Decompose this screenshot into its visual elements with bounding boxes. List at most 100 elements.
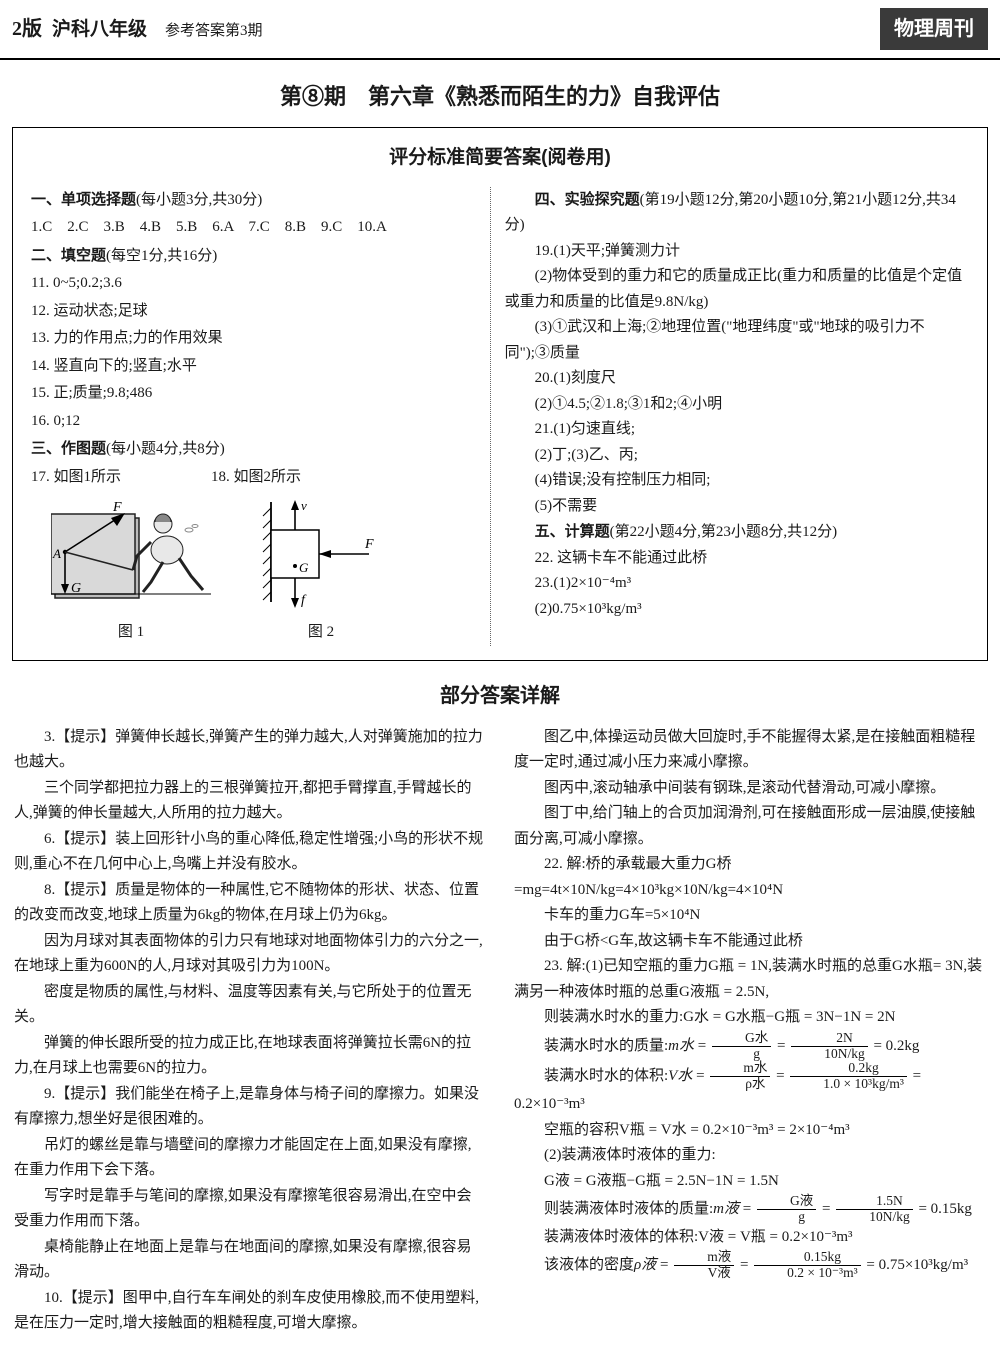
q19-2: (2)物体受到的重力和它的质量成正比(重力和质量的比值是个定值或重力和质量的比值… bbox=[505, 264, 969, 315]
d23j-pre: 该液体的密度 bbox=[544, 1257, 634, 1273]
frac-h1: G液g bbox=[757, 1194, 816, 1225]
q19-3: (3)①武汉和上海;②地理位置("地理纬度"或"地球的吸引力不同");③质量 bbox=[505, 315, 969, 366]
s4-title: 四、实验探究题 bbox=[535, 191, 640, 208]
s1-title: 一、单项选择题 bbox=[31, 191, 136, 208]
detail-title: 部分答案详解 bbox=[0, 679, 1000, 713]
frac-j1: m液V液 bbox=[674, 1250, 734, 1281]
d22a: 22. 解:桥的承载最大重力G桥=mg=4t×10N/kg=4×10³kg×10… bbox=[514, 852, 986, 903]
s3-answers: 17. 如图1所示 18. 如图2所示 bbox=[31, 465, 476, 491]
s1-hint: (每小题3分,共30分) bbox=[136, 192, 262, 208]
svg-text:v: v bbox=[301, 498, 307, 513]
d10c: 图丙中,滚动轴承中间装有钢珠,是滚动代替滑动,可减小摩擦。 bbox=[514, 776, 986, 802]
page-header: 2版 沪科八年级 参考答案第3期 物理周刊 bbox=[0, 0, 1000, 60]
d23j-r: ρ液 bbox=[634, 1257, 656, 1273]
header-left: 2版 沪科八年级 参考答案第3期 bbox=[12, 12, 263, 46]
scoring-answer-box: 评分标准简要答案(阅卷用) 一、单项选择题(每小题3分,共30分) 1.C 2.… bbox=[12, 127, 988, 660]
figure-1: A G F bbox=[51, 498, 211, 646]
figure-2-svg: G v F f bbox=[261, 498, 381, 616]
s2-hint: (每空1分,共16分) bbox=[106, 248, 217, 264]
textbook-label: 沪科八年级 bbox=[52, 14, 147, 46]
d23i: 装满液体时液体的体积:V液 = V瓶 = 0.2×10⁻³m³ bbox=[514, 1225, 986, 1251]
q21-5: (5)不需要 bbox=[505, 494, 969, 520]
d10d: 图丁中,给门轴上的合页加润滑剂,可在接触面形成一层油膜,使接触面分离,可减小摩擦… bbox=[514, 801, 986, 852]
section-2-head: 二、填空题(每空1分,共16分) bbox=[31, 243, 476, 270]
d8d: 弹簧的伸长跟所受的拉力成正比,在地球表面将弹簧拉长需6N的拉力,在月球上也需要6… bbox=[14, 1031, 486, 1082]
frac-d1: m水ρ水 bbox=[710, 1061, 770, 1092]
s2-title: 二、填空题 bbox=[31, 247, 106, 264]
detail-columns: 3.【提示】弹簧伸长越长,弹簧产生的弹力越大,人对弹簧施加的拉力也越大。 三个同… bbox=[14, 725, 986, 1337]
answer-columns: 一、单项选择题(每小题3分,共30分) 1.C 2.C 3.B 4.B 5.B … bbox=[31, 187, 969, 646]
d23c-post: = 0.2kg bbox=[870, 1037, 920, 1053]
box-title: 评分标准简要答案(阅卷用) bbox=[31, 142, 969, 174]
d23c-pre: 装满水时水的质量: bbox=[544, 1037, 668, 1053]
d23a: 23. 解:(1)已知空瓶的重力G瓶 = 1N,装满水时瓶的总重G水瓶= 3N,… bbox=[514, 954, 986, 1005]
figure-2: G v F f 图 2 bbox=[261, 498, 381, 646]
d23h-post: = 0.15kg bbox=[915, 1201, 972, 1217]
d23j-post: = 0.75×10³kg/m³ bbox=[863, 1257, 969, 1273]
s3-title: 三、作图题 bbox=[31, 440, 106, 457]
d8a: 8.【提示】质量是物体的一种属性,它不随物体的形状、状态、位置的改变而改变,地球… bbox=[14, 878, 486, 929]
section-3-head: 三、作图题(每小题4分,共8分) bbox=[31, 436, 476, 463]
q22: 22. 这辆卡车不能通过此桥 bbox=[505, 546, 969, 572]
frac-j2: 0.15kg0.2 × 10⁻³m³ bbox=[754, 1250, 860, 1281]
d9c: 写字时是靠手与笔间的摩擦,如果没有摩擦笔很容易滑出,在空中会受重力作用而下落。 bbox=[14, 1184, 486, 1235]
frac-d2: 0.2kg1.0 × 10³kg/m³ bbox=[790, 1061, 907, 1092]
d8c: 密度是物质的属性,与材料、温度等因素有关,与它所处于的位置无关。 bbox=[14, 980, 486, 1031]
d23j: 该液体的密度ρ液 = m液V液 = 0.15kg0.2 × 10⁻³m³ = 0… bbox=[514, 1250, 986, 1281]
d23f: (2)装满液体时液体的重力: bbox=[514, 1143, 986, 1169]
s5-title: 五、计算题 bbox=[535, 523, 610, 540]
d10a: 10.【提示】图甲中,自行车车闸处的刹车皮使用橡胶,而不使用塑料,是在压力一定时… bbox=[14, 1286, 486, 1337]
frac-c1: G水g bbox=[712, 1031, 771, 1062]
d23h-pre: 则装满液体时液体的质量: bbox=[544, 1201, 713, 1217]
d23d-pre: 装满水时水的体积: bbox=[544, 1068, 668, 1084]
figures-row: A G F bbox=[51, 498, 476, 646]
d23d-v: V水 bbox=[668, 1068, 692, 1084]
d9d: 桌椅能静止在地面上是靠与在地面间的摩擦,如果没有摩擦,很容易滑动。 bbox=[14, 1235, 486, 1286]
q18: 18. 如图2所示 bbox=[211, 465, 301, 491]
svg-text:f: f bbox=[301, 593, 307, 608]
issue-ref: 参考答案第3期 bbox=[165, 19, 263, 45]
figure-1-svg: A G F bbox=[51, 498, 211, 616]
section-5-head: 五、计算题(第22小题4分,第23小题8分,共12分) bbox=[505, 519, 969, 546]
svg-text:F: F bbox=[112, 500, 122, 515]
q23-1: 23.(1)2×10⁻⁴m³ bbox=[505, 571, 969, 597]
d23h: 则装满液体时液体的质量:m液 = G液g = 1.5N10N/kg = 0.15… bbox=[514, 1194, 986, 1225]
d6: 6.【提示】装上回形针小鸟的重心降低,稳定性增强;小鸟的形状不规则,重心不在几何… bbox=[14, 827, 486, 878]
q21-4: (4)错误;没有控制压力相同; bbox=[505, 468, 969, 494]
d10b: 图乙中,体操运动员做大回旋时,手不能握得太紧,是在接触面粗糙程度一定时,通过减小… bbox=[514, 725, 986, 776]
q20-2: (2)①4.5;②1.8;③1和2;④小明 bbox=[505, 392, 969, 418]
s3-hint: (每小题4分,共8分) bbox=[106, 441, 225, 457]
d23c: 装满水时水的质量:m水 = G水g = 2N10N/kg = 0.2kg bbox=[514, 1031, 986, 1062]
fig2-label: 图 2 bbox=[261, 620, 381, 646]
d23d: 装满水时水的体积:V水 = m水ρ水 = 0.2kg1.0 × 10³kg/m³… bbox=[514, 1061, 986, 1117]
section-4-head: 四、实验探究题(第19小题12分,第20小题10分,第21小题12分,共34分) bbox=[505, 187, 969, 239]
q19-1: 19.(1)天平;弹簧测力计 bbox=[505, 239, 969, 265]
s5-hint: (第22小题4分,第23小题8分,共12分) bbox=[610, 524, 838, 540]
frac-h2: 1.5N10N/kg bbox=[836, 1194, 913, 1225]
answer-col-right: 四、实验探究题(第19小题12分,第20小题10分,第21小题12分,共34分)… bbox=[491, 187, 969, 646]
d9a: 9.【提示】我们能坐在椅子上,是靠身体与椅子间的摩擦力。如果没有摩擦力,想坐好是… bbox=[14, 1082, 486, 1133]
q14: 14. 竖直向下的;竖直;水平 bbox=[31, 354, 476, 380]
q15: 15. 正;质量;9.8;486 bbox=[31, 381, 476, 407]
d23g: G液 = G液瓶−G瓶 = 2.5N−1N = 1.5N bbox=[514, 1169, 986, 1195]
page-number: 2版 bbox=[12, 12, 42, 46]
detail-col-right: 图乙中,体操运动员做大回旋时,手不能握得太紧,是在接触面粗糙程度一定时,通过减小… bbox=[514, 725, 986, 1337]
d22b: 卡车的重力G车=5×10⁴N bbox=[514, 903, 986, 929]
svg-text:G: G bbox=[71, 581, 81, 596]
q21-1: 21.(1)匀速直线; bbox=[505, 417, 969, 443]
q23-2: (2)0.75×10³kg/m³ bbox=[505, 597, 969, 623]
q13: 13. 力的作用点;力的作用效果 bbox=[31, 326, 476, 352]
fig1-label: 图 1 bbox=[51, 620, 211, 646]
svg-text:A: A bbox=[52, 546, 61, 561]
section-1-head: 一、单项选择题(每小题3分,共30分) bbox=[31, 187, 476, 214]
d3a: 3.【提示】弹簧伸长越长,弹簧产生的弹力越大,人对弹簧施加的拉力也越大。 bbox=[14, 725, 486, 776]
frac-c2: 2N10N/kg bbox=[791, 1031, 868, 1062]
d9b: 吊灯的螺丝是靠与墙壁间的摩擦力才能固定在上面,如果没有摩擦,在重力作用下会下落。 bbox=[14, 1133, 486, 1184]
q12: 12. 运动状态;足球 bbox=[31, 299, 476, 325]
d22c: 由于G桥<G车,故这辆卡车不能通过此桥 bbox=[514, 929, 986, 955]
q17: 17. 如图1所示 bbox=[31, 465, 121, 491]
d23b: 则装满水时水的重力:G水 = G水瓶−G瓶 = 3N−1N = 2N bbox=[514, 1005, 986, 1031]
q21-2: (2)丁;(3)乙、丙; bbox=[505, 443, 969, 469]
d23e: 空瓶的容积V瓶 = V水 = 0.2×10⁻³m³ = 2×10⁻⁴m³ bbox=[514, 1118, 986, 1144]
svg-text:F: F bbox=[364, 537, 374, 552]
